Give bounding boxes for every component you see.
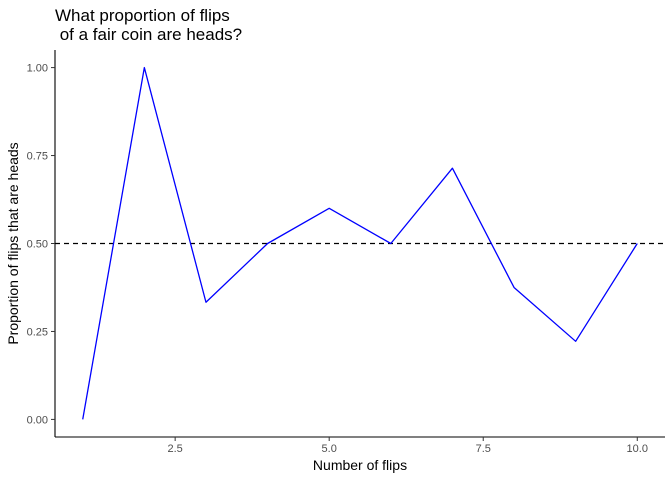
y-tick-label: 0.50 [27,239,48,251]
y-tick-label: 0.00 [27,414,48,426]
chart-title-line: of a fair coin are heads? [55,25,242,44]
x-tick-label: 7.5 [476,443,491,455]
x-ticks: 2.5 5.0 7.5 10.0 [168,437,648,455]
x-tick-label: 5.0 [322,443,337,455]
series-line [82,66,638,420]
y-ticks: 0.00 0.25 0.50 0.75 1.00 [27,63,55,426]
x-axis-title: Number of flips [313,457,407,473]
series-group [82,66,638,420]
y-tick-label: 0.75 [27,151,48,163]
y-tick-label: 1.00 [27,63,48,75]
x-tick-label: 2.5 [168,443,183,455]
y-tick-label: 0.25 [27,326,48,338]
x-tick-label: 10.0 [627,443,648,455]
y-axis-title: Proportion of flips that are heads [5,142,21,344]
chart-title-line: What proportion of flips [55,6,230,25]
chart-title: What proportion of flips of a fair coin … [55,6,242,44]
